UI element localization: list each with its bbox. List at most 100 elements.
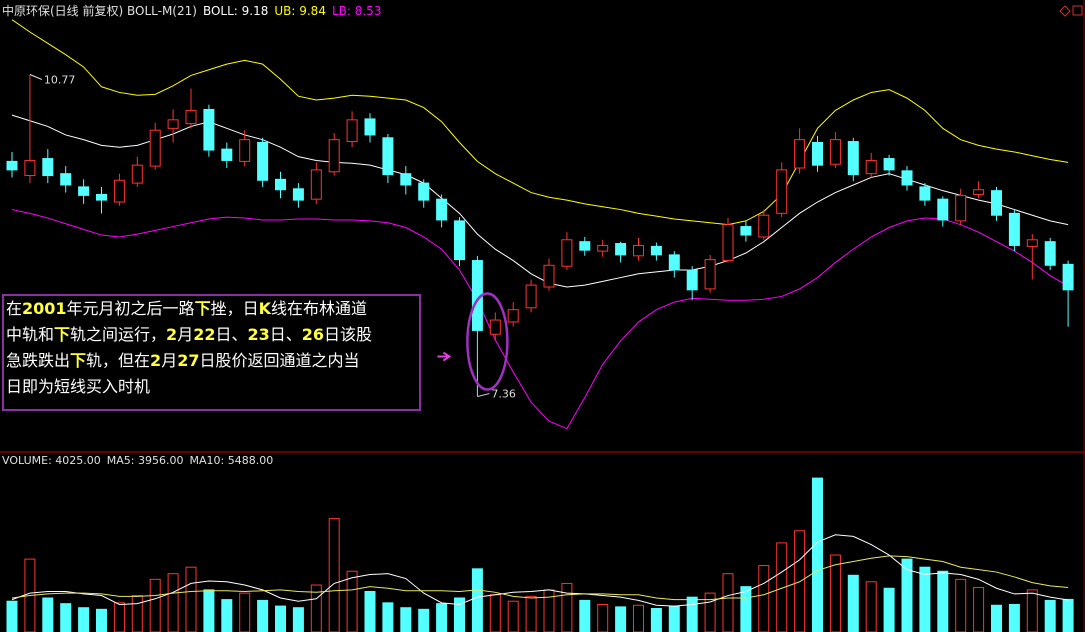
candle-body — [543, 264, 555, 288]
legend-entry: LB: 8.53 — [332, 4, 382, 18]
candle-body — [346, 119, 358, 143]
annotation-highlight: 下 — [70, 351, 86, 370]
candle-body — [203, 108, 215, 151]
candle-body — [650, 245, 662, 256]
candle — [794, 128, 806, 174]
volume-bar — [167, 573, 179, 632]
candle — [704, 254, 716, 293]
volume-bar — [525, 595, 537, 632]
volume-ma-line — [11, 534, 1069, 607]
candle-body — [937, 198, 949, 221]
candle — [686, 266, 698, 301]
candle — [400, 166, 412, 195]
volume-bar — [113, 602, 125, 632]
candle-body — [919, 186, 931, 201]
annotation-text: 线在布林通道 — [271, 299, 367, 318]
candle — [60, 166, 72, 193]
candle — [812, 135, 823, 172]
volume-bar — [489, 594, 501, 632]
annotation-line: 中轨和下轨之间运行，2月22日、23日、26日该股 — [6, 325, 372, 344]
annotation-highlight: 22 — [193, 325, 215, 344]
volume-bar — [6, 600, 18, 632]
band-line — [11, 19, 1069, 226]
candle — [883, 154, 895, 176]
annotation-text: 轨之间运行， — [70, 325, 166, 344]
icon-square[interactable] — [1072, 5, 1083, 16]
pointer-arrow — [437, 351, 452, 362]
candle-body — [436, 198, 448, 221]
candle — [865, 152, 877, 178]
annotation-highlight: 下 — [54, 325, 70, 344]
candle-body — [829, 139, 841, 165]
volume-bar — [310, 584, 322, 632]
candle-body — [131, 164, 143, 184]
band-line — [11, 114, 1069, 288]
volume-bar — [955, 578, 967, 632]
high-label: 10.77 — [44, 74, 76, 87]
candle-body — [561, 239, 573, 267]
candle — [650, 242, 662, 261]
candle-body — [812, 142, 823, 166]
volume-bar — [507, 600, 519, 632]
candle — [579, 236, 591, 256]
candle-body — [633, 244, 644, 257]
candle — [6, 151, 18, 178]
volume-bar — [42, 597, 54, 632]
candle-body — [668, 254, 680, 271]
volume-bar — [436, 603, 448, 632]
annotation-highlight: 下 — [195, 299, 211, 318]
volume-bar — [776, 542, 788, 632]
annotation-line: 急跌跌出下轨，但在2月27日股价返回通道之内当 — [6, 351, 359, 370]
candle-body — [364, 118, 376, 136]
candle-body — [794, 139, 806, 169]
volume-bar — [740, 586, 752, 632]
candle — [203, 104, 215, 157]
candle-body — [991, 190, 1002, 216]
icon-diamond[interactable] — [1059, 5, 1071, 17]
candle — [543, 258, 555, 291]
candle — [185, 88, 197, 129]
candle — [758, 209, 770, 240]
annotation-text: 急跌跌出 — [6, 351, 70, 370]
candle — [561, 232, 573, 270]
candle-body — [78, 186, 90, 196]
annotation-text: 日、 — [215, 325, 247, 344]
legend-entry: UB: 9.84 — [274, 4, 326, 18]
candle-body — [525, 284, 537, 309]
volume-bar — [650, 608, 662, 632]
candle-body — [1026, 239, 1038, 247]
volume-bar — [203, 589, 215, 632]
candle-body — [865, 159, 877, 175]
candle — [919, 183, 931, 206]
volume-bar — [221, 599, 233, 632]
volume-bar — [579, 599, 591, 632]
annotation-box — [2, 294, 421, 411]
volume-bar — [991, 604, 1002, 632]
annotation-highlight: 23 — [247, 325, 269, 344]
volume-bar — [597, 603, 609, 632]
volume-bar — [1044, 599, 1056, 632]
candle — [1008, 209, 1020, 252]
window-icons — [1059, 5, 1083, 17]
candle-body — [507, 309, 519, 323]
volume-bar — [185, 566, 197, 632]
volume-header: VOLUME: 4025.00 MA5: 3956.00 MA10: 5488.00 — [2, 454, 273, 467]
candle-body — [292, 188, 304, 201]
candle — [489, 312, 501, 341]
candle-body — [149, 129, 161, 167]
volume-ma-line — [11, 555, 1069, 601]
candle — [1062, 260, 1074, 327]
candle-body — [185, 109, 197, 125]
legend-entry: BOLL: 9.18 — [203, 4, 268, 18]
candle — [633, 237, 644, 261]
volume-bar — [292, 607, 304, 632]
candle — [239, 130, 251, 167]
candle-body — [6, 160, 18, 171]
candle-body — [454, 220, 465, 261]
candle-body — [24, 159, 36, 177]
candle — [436, 194, 448, 228]
annotation-highlight: 27 — [177, 351, 199, 370]
candle — [454, 217, 465, 267]
candle — [113, 173, 125, 206]
annotation-highlight: K — [259, 299, 272, 318]
